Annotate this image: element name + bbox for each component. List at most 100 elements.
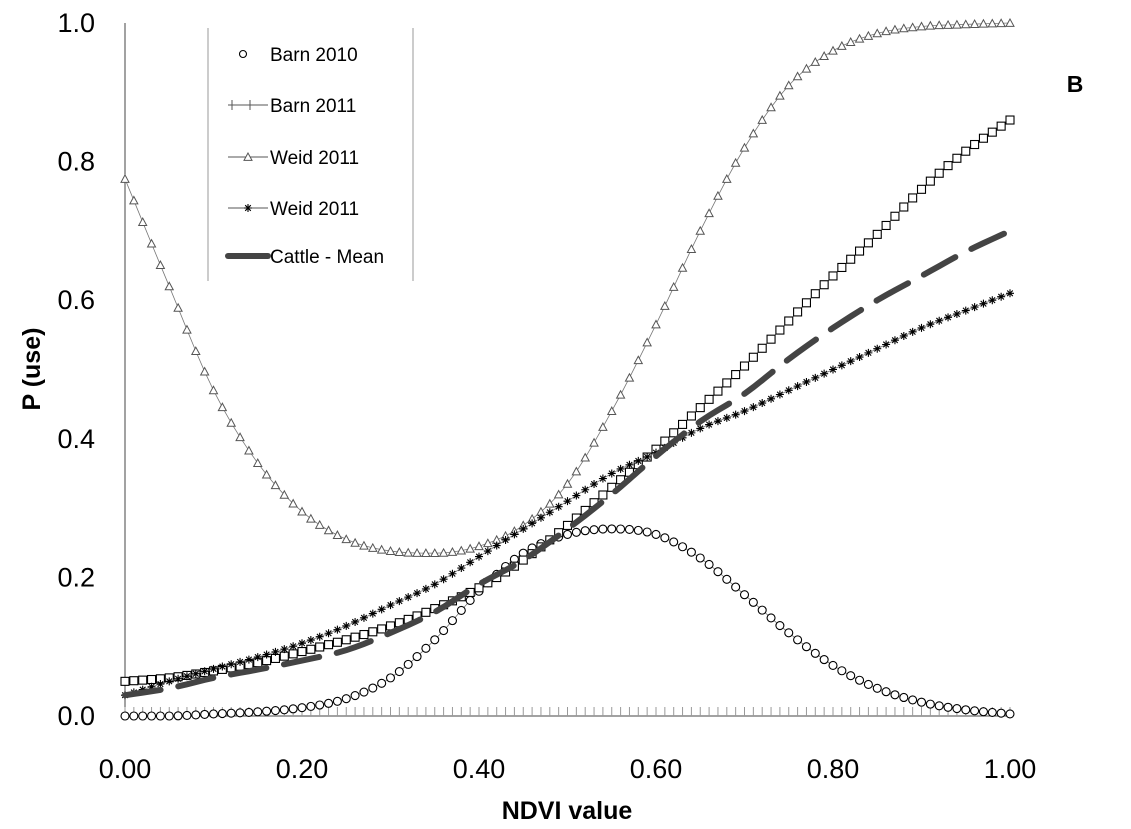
data-point bbox=[624, 372, 635, 382]
data-point bbox=[837, 666, 847, 676]
data-point bbox=[200, 667, 209, 676]
x-tick-label: 1.00 bbox=[984, 754, 1037, 784]
data-point bbox=[598, 474, 607, 483]
data-point bbox=[483, 538, 493, 548]
data-point bbox=[952, 310, 961, 319]
data-point bbox=[624, 524, 635, 534]
data-point bbox=[775, 325, 785, 335]
data-point bbox=[238, 49, 248, 59]
data-point bbox=[633, 525, 643, 535]
data-point bbox=[952, 19, 962, 29]
series-square bbox=[120, 115, 1015, 686]
data-point bbox=[438, 547, 449, 557]
data-point bbox=[350, 690, 360, 701]
data-point bbox=[935, 316, 944, 325]
y-tick-label: 0.8 bbox=[57, 147, 95, 177]
data-point bbox=[377, 605, 386, 614]
data-point bbox=[713, 417, 722, 426]
data-point bbox=[147, 674, 157, 685]
data-point bbox=[713, 386, 723, 396]
y-tick-label: 0.2 bbox=[57, 562, 95, 592]
data-point bbox=[447, 546, 458, 556]
data-point bbox=[562, 478, 573, 488]
data-point bbox=[651, 529, 661, 539]
legend-entry: Barn 2011 bbox=[228, 96, 356, 117]
data-point bbox=[137, 217, 148, 226]
data-point bbox=[483, 547, 492, 556]
data-point bbox=[695, 225, 706, 235]
data-point bbox=[209, 664, 218, 673]
data-point bbox=[403, 659, 413, 669]
data-point bbox=[837, 262, 847, 273]
data-point bbox=[846, 671, 856, 681]
data-point bbox=[757, 114, 768, 124]
data-point bbox=[544, 498, 555, 508]
data-point bbox=[987, 127, 997, 137]
data-point bbox=[784, 628, 794, 638]
data-point bbox=[466, 558, 475, 567]
data-point bbox=[155, 711, 165, 721]
panel-label: B bbox=[1067, 71, 1084, 97]
data-point bbox=[845, 36, 856, 46]
data-point bbox=[571, 466, 582, 476]
data-point bbox=[439, 575, 448, 584]
data-point bbox=[793, 307, 803, 317]
data-point bbox=[332, 696, 342, 706]
data-point bbox=[882, 340, 891, 349]
data-point bbox=[253, 707, 263, 717]
data-point bbox=[802, 377, 811, 386]
data-point bbox=[261, 469, 272, 479]
data-point bbox=[784, 386, 793, 395]
data-point bbox=[907, 22, 918, 32]
data-point bbox=[766, 102, 776, 112]
data-point bbox=[323, 525, 334, 535]
data-point bbox=[227, 660, 236, 669]
data-point bbox=[271, 647, 280, 656]
data-point bbox=[801, 642, 812, 652]
data-point bbox=[324, 629, 333, 638]
data-point bbox=[590, 480, 599, 489]
data-point bbox=[465, 595, 475, 606]
data-point bbox=[695, 553, 705, 563]
data-point bbox=[988, 296, 997, 305]
data-point bbox=[341, 534, 352, 544]
data-point bbox=[721, 173, 732, 183]
legend-entry: Weid 2011 bbox=[228, 199, 359, 220]
data-point bbox=[961, 705, 971, 715]
legend-label: Cattle - Mean bbox=[270, 247, 384, 268]
data-point bbox=[758, 399, 767, 408]
data-point bbox=[386, 601, 395, 610]
data-point bbox=[898, 23, 909, 33]
data-point bbox=[191, 710, 201, 720]
data-point bbox=[129, 195, 139, 205]
data-point bbox=[199, 366, 210, 376]
data-point bbox=[297, 506, 307, 516]
data-point bbox=[297, 647, 307, 657]
data-point bbox=[147, 711, 157, 721]
data-point bbox=[766, 613, 776, 623]
data-point bbox=[801, 63, 812, 73]
data-point bbox=[323, 640, 334, 650]
data-point bbox=[244, 655, 253, 664]
data-point bbox=[642, 337, 652, 347]
data-point bbox=[447, 616, 458, 626]
data-point bbox=[501, 535, 510, 544]
data-point bbox=[890, 24, 900, 34]
data-point bbox=[881, 26, 891, 36]
data-point bbox=[580, 526, 590, 536]
data-point bbox=[944, 313, 953, 322]
series-thick-dashed bbox=[122, 227, 1013, 699]
data-point bbox=[394, 547, 405, 556]
data-point bbox=[925, 699, 935, 709]
data-point bbox=[182, 672, 191, 681]
data-point bbox=[810, 648, 820, 658]
data-point bbox=[668, 281, 679, 291]
data-point bbox=[129, 676, 139, 686]
data-point bbox=[368, 627, 378, 637]
data-point bbox=[350, 537, 360, 547]
data-point bbox=[341, 635, 351, 645]
data-point bbox=[767, 394, 776, 403]
data-point bbox=[404, 593, 413, 602]
y-tick-label: 0.6 bbox=[57, 285, 95, 315]
data-point bbox=[837, 40, 847, 50]
